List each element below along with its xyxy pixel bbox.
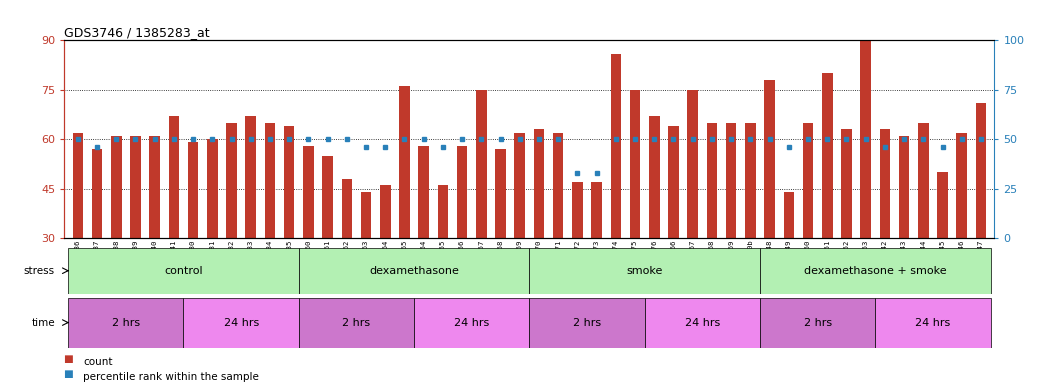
Bar — [265, 123, 275, 238]
Bar — [168, 116, 180, 238]
Bar — [592, 182, 602, 238]
Bar — [299, 248, 529, 294]
Text: ■: ■ — [64, 369, 78, 379]
Bar — [299, 298, 414, 348]
Bar — [457, 146, 467, 238]
Text: 24 hrs: 24 hrs — [685, 318, 720, 328]
Text: ■: ■ — [64, 354, 78, 364]
Bar — [918, 123, 929, 238]
Bar — [207, 139, 218, 238]
Bar — [149, 136, 160, 238]
Bar — [645, 298, 760, 348]
Bar — [69, 298, 184, 348]
Bar — [418, 146, 429, 238]
Bar — [226, 123, 237, 238]
Bar — [380, 185, 390, 238]
Text: percentile rank within the sample: percentile rank within the sample — [83, 372, 258, 382]
Bar — [976, 103, 986, 238]
Bar — [760, 248, 990, 294]
Bar — [937, 172, 948, 238]
Bar — [184, 298, 299, 348]
Bar — [572, 182, 582, 238]
Bar — [707, 123, 717, 238]
Bar — [91, 149, 103, 238]
Text: dexamethasone + smoke: dexamethasone + smoke — [804, 266, 947, 276]
Text: 24 hrs: 24 hrs — [454, 318, 489, 328]
Bar — [760, 298, 875, 348]
Bar — [303, 146, 313, 238]
Bar — [342, 179, 352, 238]
Bar — [361, 192, 372, 238]
Bar — [534, 129, 544, 238]
Bar — [784, 192, 794, 238]
Bar — [323, 156, 333, 238]
Text: stress: stress — [24, 266, 55, 276]
Bar — [630, 90, 640, 238]
Bar — [515, 132, 525, 238]
Bar — [875, 298, 990, 348]
Bar — [802, 123, 814, 238]
Bar — [414, 298, 529, 348]
Text: count: count — [83, 357, 112, 367]
Text: 2 hrs: 2 hrs — [112, 318, 140, 328]
Bar — [188, 142, 198, 238]
Bar — [400, 86, 410, 238]
Text: 24 hrs: 24 hrs — [916, 318, 951, 328]
Text: dexamethasone: dexamethasone — [370, 266, 459, 276]
Bar — [529, 248, 760, 294]
Bar — [476, 90, 487, 238]
Text: smoke: smoke — [627, 266, 663, 276]
Text: 2 hrs: 2 hrs — [343, 318, 371, 328]
Bar — [668, 126, 679, 238]
Text: 2 hrs: 2 hrs — [803, 318, 831, 328]
Bar — [495, 149, 506, 238]
Text: time: time — [31, 318, 55, 328]
Bar — [861, 30, 871, 238]
Bar — [284, 126, 295, 238]
Bar — [245, 116, 256, 238]
Bar — [130, 136, 141, 238]
Bar — [687, 90, 698, 238]
Bar — [879, 129, 891, 238]
Text: 24 hrs: 24 hrs — [223, 318, 258, 328]
Bar — [764, 80, 774, 238]
Text: GDS3746 / 1385283_at: GDS3746 / 1385283_at — [64, 26, 210, 39]
Text: 2 hrs: 2 hrs — [573, 318, 601, 328]
Bar — [111, 136, 121, 238]
Bar — [438, 185, 448, 238]
Bar — [841, 129, 852, 238]
Bar — [899, 136, 909, 238]
Bar — [529, 298, 645, 348]
Bar — [726, 123, 736, 238]
Bar — [553, 132, 564, 238]
Bar — [73, 132, 83, 238]
Bar — [956, 132, 967, 238]
Bar — [69, 248, 299, 294]
Bar — [745, 123, 756, 238]
Bar — [610, 53, 621, 238]
Text: control: control — [164, 266, 202, 276]
Bar — [822, 73, 832, 238]
Bar — [649, 116, 659, 238]
